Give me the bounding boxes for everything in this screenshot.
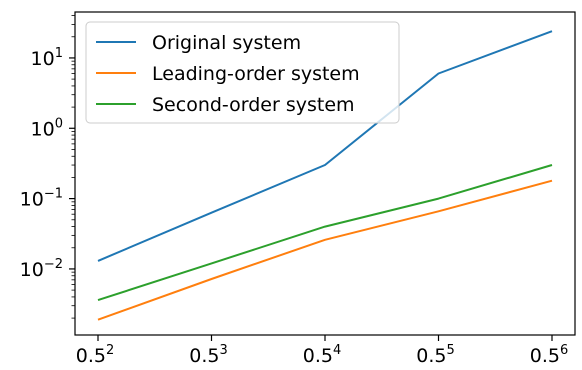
- y-tick-label-base: 10: [31, 118, 55, 140]
- y-tick-label-base: 10: [20, 189, 44, 211]
- y-tick-label: 100: [31, 116, 63, 140]
- x-tick-label-exp: 2: [106, 343, 114, 358]
- legend-box: [85, 21, 400, 124]
- y-tick-label-exp: −1: [44, 187, 63, 202]
- x-tick-label: 0.53: [189, 343, 228, 367]
- legend: Original system Leading-order system Secon…: [85, 21, 400, 124]
- x-tick-label-base: 0.5: [416, 345, 446, 367]
- x-tick-label: 0.52: [76, 343, 115, 367]
- y-tick-label-exp: −2: [44, 257, 63, 272]
- series-line-1: [97, 30, 553, 262]
- legend-label-3: Second-order system: [152, 94, 355, 116]
- x-axis: 0.52 0.53 0.54 0.55 0.56: [76, 335, 569, 367]
- y-tick-label: 10−1: [20, 187, 63, 211]
- y-tick-label: 101: [31, 46, 63, 70]
- legend-label-1: Original system: [152, 32, 301, 54]
- x-tick-label-exp: 5: [446, 343, 454, 358]
- x-tick-label: 0.55: [416, 343, 455, 367]
- legend-label-2: Leading-order system: [152, 63, 360, 85]
- y-tick-label-base: 10: [31, 48, 55, 70]
- x-tick-label-exp: 3: [219, 343, 227, 358]
- x-tick-label-base: 0.5: [76, 345, 106, 367]
- y-tick-label-exp: 0: [55, 116, 63, 131]
- series-layer: [97, 30, 553, 321]
- series-line-3: [97, 164, 553, 302]
- x-tick-label: 0.54: [303, 343, 342, 367]
- x-tick-label-base: 0.5: [303, 345, 333, 367]
- x-tick-label-base: 0.5: [189, 345, 219, 367]
- y-tick-label-base: 10: [20, 259, 44, 281]
- x-tick-label-exp: 6: [560, 343, 568, 358]
- y-tick-label: 10−2: [20, 257, 63, 281]
- x-tick-label-exp: 4: [333, 343, 341, 358]
- x-tick-label: 0.56: [530, 343, 569, 367]
- y-tick-label-exp: 1: [55, 46, 63, 61]
- series-line-2: [97, 179, 553, 321]
- x-tick-label-base: 0.5: [530, 345, 560, 367]
